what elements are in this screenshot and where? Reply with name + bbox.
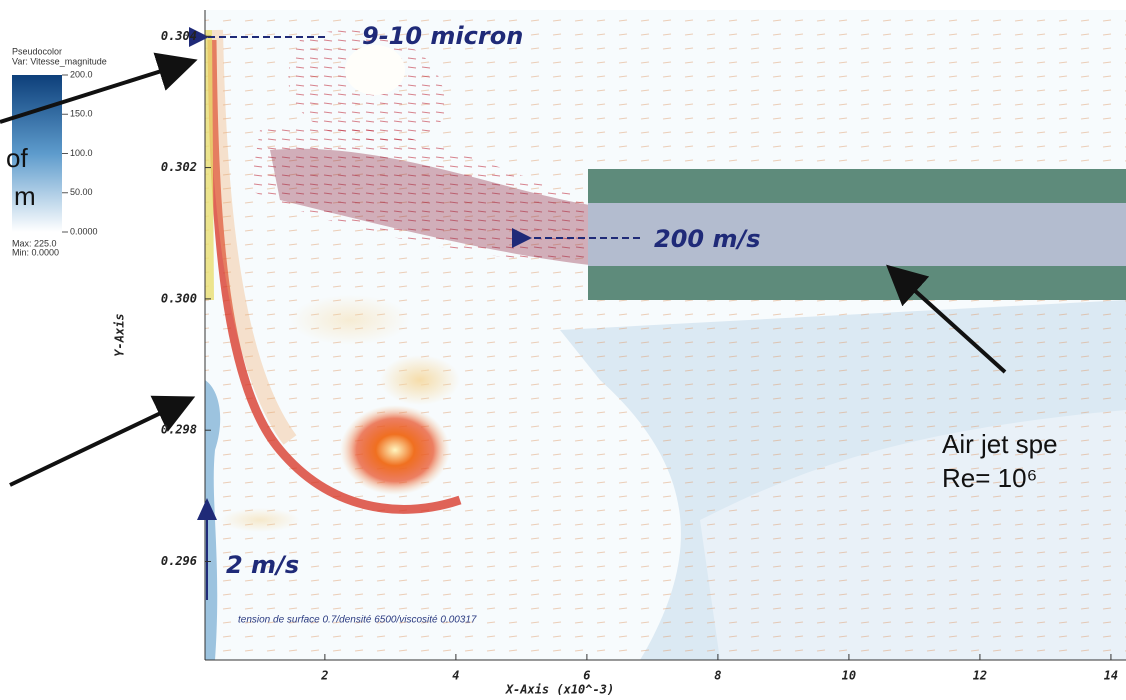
flow-field [205,10,1126,660]
x-tick-label: 12 [973,669,987,683]
cut-text: m [14,181,36,211]
colorbar-tick-label: 100.0 [70,148,93,158]
reynolds-label: Re= 10⁶ [942,463,1037,493]
legend-title: Pseudocolor [12,46,62,56]
colorbar-tick-label: 150.0 [70,109,93,119]
colorbar-tick-label: 0.0000 [70,226,98,236]
cut-text: of [6,143,28,173]
x-tick-label: 10 [842,669,856,683]
x-axis-label: X-Axis (x10^-3) [505,683,614,697]
y-tick-label: 0.300 [161,291,197,305]
x-tick-label: 2 [320,669,328,683]
jet-speed-label: 200 m/s [654,225,761,253]
liquid-speed-label: 2 m/s [226,551,299,579]
colorbar-tick-label: 50.00 [70,187,93,197]
x-tick-label: 6 [583,669,590,683]
y-tick-label: 0.304 [161,29,197,43]
y-tick-label: 0.296 [161,554,197,568]
legend-min: Min: 0.0000 [12,247,59,257]
x-tick-label: 14 [1104,669,1118,683]
pointer-arrow [10,400,188,485]
y-axis-label: Y-Axis [113,313,127,356]
footnote: tension de surface 0.7/densité 6500/visc… [238,615,477,626]
x-tick-label: 8 [714,669,721,683]
y-tick-label: 0.298 [161,423,197,437]
legend-variable: Var: Vitesse_magnitude [12,56,107,66]
colorbar-tick-label: 200.0 [70,69,93,79]
droplet-label: 9-10 micron [362,22,523,50]
x-tick-label: 4 [452,669,459,683]
chart: X-Axis (x10^-3) Y-Axis Pseudocolor Var: … [0,0,1126,700]
jet-label: Air jet spe [942,429,1058,459]
y-tick-label: 0.302 [161,160,197,174]
